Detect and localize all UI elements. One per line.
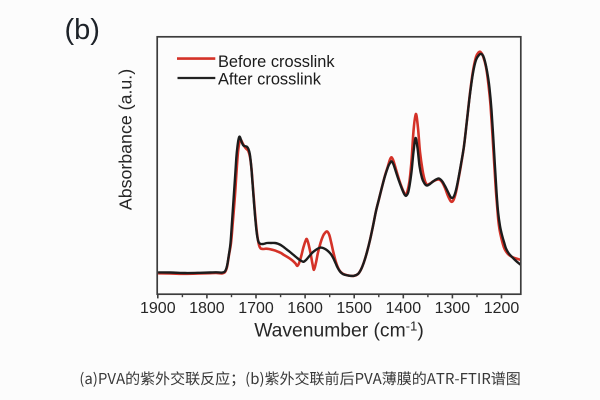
svg-text:Before crosslink: Before crosslink xyxy=(218,53,335,71)
svg-text:After crosslink: After crosslink xyxy=(218,70,322,88)
svg-text:(b): (b) xyxy=(65,14,100,46)
svg-text:1400: 1400 xyxy=(386,300,422,317)
svg-text:1700: 1700 xyxy=(238,300,274,317)
svg-text:Wavenumber (cm-1): Wavenumber (cm-1) xyxy=(254,318,424,341)
svg-text:1200: 1200 xyxy=(484,300,520,317)
svg-text:1800: 1800 xyxy=(189,300,225,317)
svg-text:1600: 1600 xyxy=(287,300,323,317)
svg-text:Absorbance (a.u.): Absorbance (a.u.) xyxy=(115,69,135,210)
svg-text:1300: 1300 xyxy=(435,300,471,317)
svg-text:1500: 1500 xyxy=(336,300,372,317)
svg-text:1900: 1900 xyxy=(140,300,176,317)
